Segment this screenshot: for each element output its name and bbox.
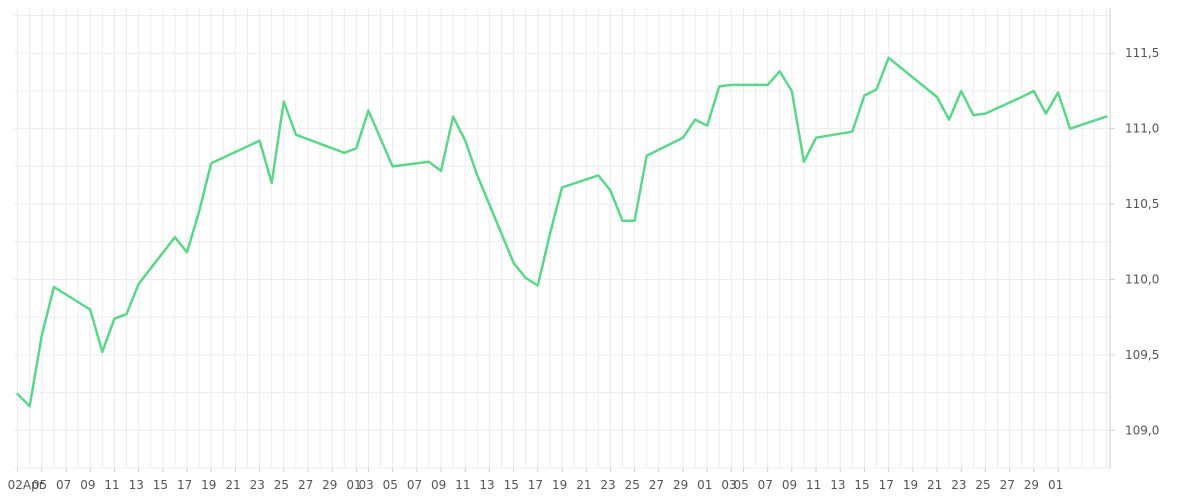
grid (14, 8, 1110, 469)
series (16, 56, 1108, 408)
y-tick-label: 109,0 (1125, 423, 1159, 437)
x-tick-label: 19 (552, 478, 567, 492)
x-tick-label: 13 (479, 478, 494, 492)
x-tick-label: 15 (854, 478, 869, 492)
x-tick-label: 13 (129, 478, 144, 492)
series-line (16, 56, 1108, 408)
x-tick-label: 01 (697, 478, 712, 492)
x-tick-label: 17 (879, 478, 894, 492)
y-tick-labels: 109,0 109,5 110,0 110,5 111,0 111,5 (1125, 46, 1159, 437)
x-tick-label: 11 (455, 478, 470, 492)
y-tick-label: 111,5 (1125, 46, 1159, 60)
x-tick-label: 29 (673, 478, 688, 492)
x-tick-label: 07 (56, 478, 71, 492)
x-tick-label: 23 (600, 478, 615, 492)
x-tick-label: 27 (298, 478, 313, 492)
y-tick-label: 110,0 (1125, 272, 1159, 286)
x-tick-label: 29 (1024, 478, 1039, 492)
x-tick-label: 19 (201, 478, 216, 492)
x-tick-label: 13 (830, 478, 845, 492)
x-tick-label: 05 (383, 478, 398, 492)
x-tick-label: 29 (322, 478, 337, 492)
x-tick-label: 11 (806, 478, 821, 492)
x-tick-label: 01 (346, 478, 361, 492)
x-tick-label: 09 (80, 478, 95, 492)
y-tick-label: 109,5 (1125, 348, 1159, 362)
x-tick-label: 09 (431, 478, 446, 492)
x-tick-label: 17 (528, 478, 543, 492)
x-tick-label: 09 (782, 478, 797, 492)
x-tick-label: 03 (358, 478, 373, 492)
x-tick-label: 07 (758, 478, 773, 492)
x-tick-label: 25 (274, 478, 289, 492)
x-tick-label: 27 (1000, 478, 1015, 492)
y-tick-label: 110,5 (1125, 197, 1159, 211)
x-tick-label: 03 (721, 478, 736, 492)
x-tick-label: 01 (1048, 478, 1063, 492)
x-tick-label: 07 (407, 478, 422, 492)
x-tick-label: 21 (576, 478, 591, 492)
x-tick-label: 11 (104, 478, 119, 492)
x-tick-label: 25 (625, 478, 640, 492)
x-tick-label: 27 (649, 478, 664, 492)
x-tick-label: 15 (153, 478, 168, 492)
x-tick-label: 25 (975, 478, 990, 492)
x-tick-label: 05 (733, 478, 748, 492)
x-tick-label: 23 (951, 478, 966, 492)
x-tick-label: 21 (225, 478, 240, 492)
x-tick-label: 23 (250, 478, 265, 492)
x-tick-label: 05 (32, 478, 47, 492)
axes (17, 8, 1115, 472)
x-tick-label: 21 (927, 478, 942, 492)
x-tick-label: 15 (504, 478, 519, 492)
x-tick-label: 02Apr (8, 478, 44, 492)
x-tick-label: 17 (177, 478, 192, 492)
x-tick-label: 19 (903, 478, 918, 492)
y-tick-label: 111,0 (1125, 122, 1159, 136)
